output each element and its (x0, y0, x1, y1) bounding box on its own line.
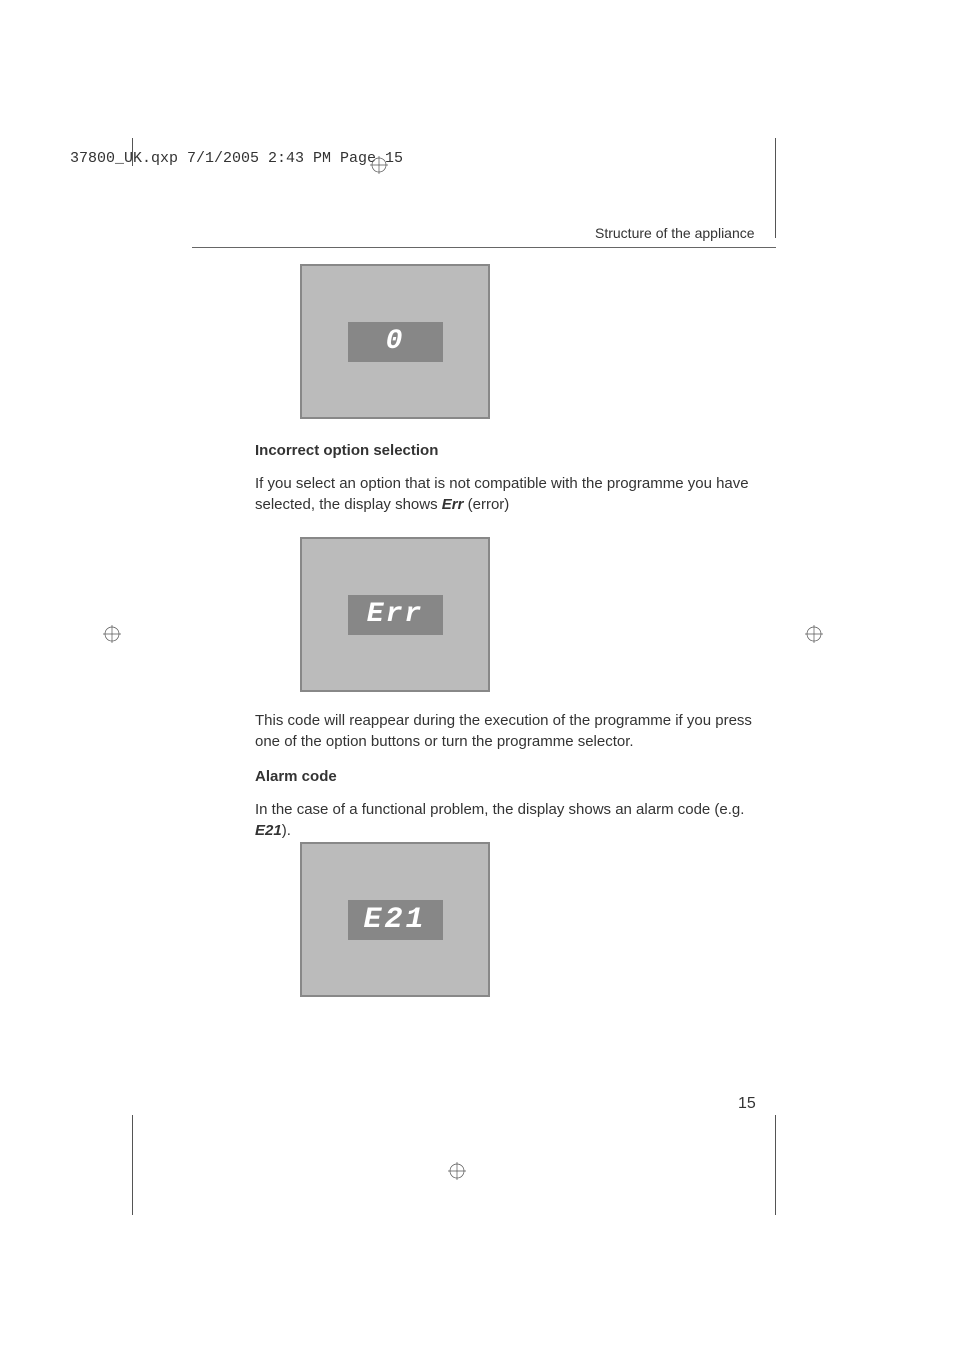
display-value: 0 (386, 326, 405, 357)
crop-mark (132, 1115, 133, 1215)
horizontal-rule (192, 247, 776, 248)
registration-mark-icon (103, 625, 121, 648)
display-value: E21 (363, 903, 426, 937)
body-text: If you select an option that is not comp… (255, 473, 755, 515)
page-number: 15 (738, 1095, 756, 1113)
display-box-e21: E21 (300, 842, 490, 997)
display-box-zero: 0 (300, 264, 490, 419)
registration-mark-icon (448, 1162, 466, 1185)
heading-incorrect-option: Incorrect option selection (255, 442, 755, 459)
err-code-inline: Err (442, 496, 464, 513)
registration-mark-icon (805, 625, 823, 648)
heading-alarm-code: Alarm code (255, 768, 755, 785)
display-box-err: Err (300, 537, 490, 692)
crop-mark (775, 1115, 776, 1215)
crop-mark (132, 138, 133, 166)
alarm-code-inline: E21 (255, 822, 282, 839)
crop-mark (775, 138, 776, 238)
body-text: This code will reappear during the execu… (255, 710, 755, 752)
display-value: Err (367, 599, 423, 630)
print-header: 37800_UK.qxp 7/1/2005 2:43 PM Page 15 (70, 150, 403, 167)
section-header: Structure of the appliance (595, 225, 755, 241)
registration-mark-icon (370, 156, 388, 179)
body-text: In the case of a functional problem, the… (255, 799, 755, 841)
